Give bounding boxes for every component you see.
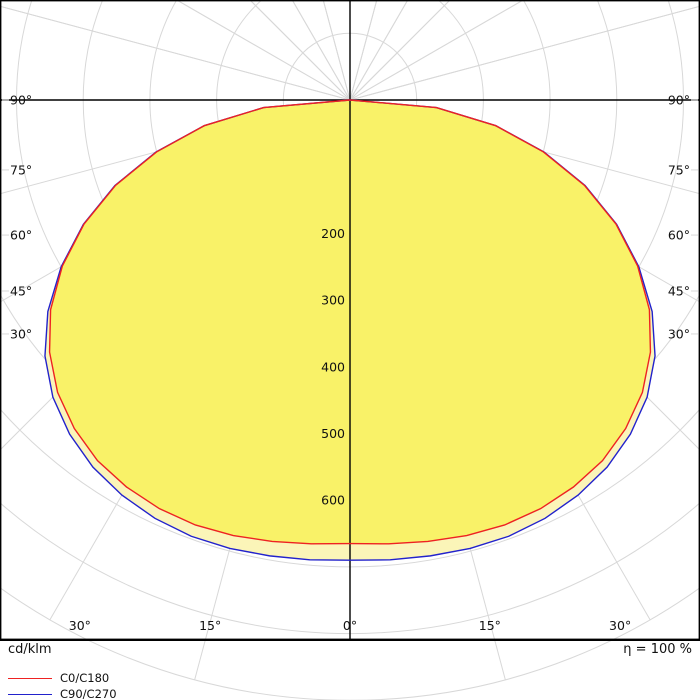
footer-divider [0,640,700,641]
legend-swatch-c0 [8,677,52,679]
grid-spoke-upper-135-left [249,0,351,101]
chart-footer: cd/klm η = 100 % C0/C180 C90/C270 [0,640,700,700]
angle-label-left-45: 45° [10,284,32,299]
legend-item-c0[interactable]: C0/C180 [8,670,117,686]
angle-label-bottom-4: 30° [609,618,631,633]
grid-spoke-120-right [349,0,525,101]
grid-spoke-105-left [0,5,351,101]
angle-label-right-90: 90° [668,93,690,108]
angle-label-bottom-0: 30° [69,618,91,633]
grid-spoke-upper-120-left [175,0,351,101]
curve-c0-c180 [48,99,652,545]
angle-label-right-75: 75° [668,162,690,177]
angle-label-left-75: 75° [10,162,32,177]
angle-label-right-45: 45° [668,284,690,299]
chart-legend: C0/C180 C90/C270 [8,670,117,700]
radial-label-500: 500 [321,426,345,441]
grid-spoke-135-right [349,0,451,101]
grid-spoke-150-right [349,0,409,101]
units-label: cd/klm [8,642,52,657]
axis-labels: 90° 90° 75° 75° 60° 60° 45° 45° 30° 30° 30° 15° 0° 15… [2,93,698,633]
angle-label-bottom-2: 0° [343,618,357,633]
radial-label-600: 600 [321,493,345,508]
grid-spoke-150-left [291,0,351,101]
footer-text-row: cd/klm η = 100 % [8,642,692,657]
angle-label-left-60: 60° [10,228,32,243]
grid-spoke-upper-105-left [0,5,351,101]
grid-spoke-120-left [175,0,351,101]
legend-label-c0: C0/C180 [60,671,110,685]
angle-label-left-30: 30° [10,326,32,341]
plot-frame [0,0,700,640]
grid-spoke-upper-120-right [349,0,525,101]
angle-label-right-60: 60° [668,228,690,243]
radial-label-200: 200 [321,226,345,241]
grid-spoke-upper-150-left [291,0,351,101]
efficiency-label: η = 100 % [623,642,692,657]
distribution-curves [44,99,656,561]
legend-swatch-c90 [8,693,52,695]
angle-label-right-30: 30° [668,326,690,341]
grid-spoke-105-right [349,5,700,101]
grid-spoke-upper-135-right [349,0,451,101]
angle-label-bottom-1: 15° [199,618,221,633]
radial-label-400: 400 [321,359,345,374]
grid-spoke-135-left [249,0,351,101]
curve-c90-c270 [44,99,656,561]
legend-item-c90[interactable]: C90/C270 [8,686,117,700]
legend-label-c90: C90/C270 [60,687,117,700]
grid-spoke-upper-165-right [349,0,378,101]
angle-label-left-90: 90° [10,93,32,108]
grid-spoke-upper-165-left [322,0,351,101]
grid-spoke-upper-105-right [349,5,700,101]
radial-label-300: 300 [321,293,345,308]
angle-label-bottom-3: 15° [479,618,501,633]
grid-spoke-upper-150-right [349,0,409,101]
